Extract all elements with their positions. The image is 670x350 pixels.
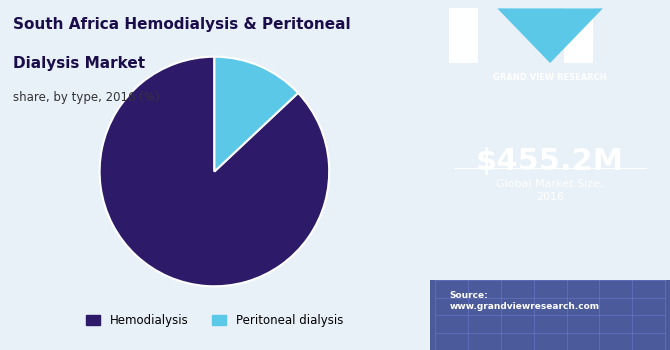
- Wedge shape: [214, 57, 298, 172]
- Polygon shape: [497, 8, 603, 63]
- Text: GRAND VIEW RESEARCH: GRAND VIEW RESEARCH: [493, 74, 607, 83]
- Text: $455.2M: $455.2M: [476, 147, 624, 176]
- Text: South Africa Hemodialysis & Peritoneal: South Africa Hemodialysis & Peritoneal: [13, 18, 351, 33]
- Legend: Hemodialysis, Peritoneal dialysis: Hemodialysis, Peritoneal dialysis: [81, 310, 348, 332]
- Text: Source:
www.grandviewresearch.com: Source: www.grandviewresearch.com: [450, 290, 600, 311]
- Wedge shape: [100, 57, 329, 286]
- Text: Dialysis Market: Dialysis Market: [13, 56, 145, 71]
- FancyBboxPatch shape: [430, 280, 670, 350]
- Text: Global Market Size,
2016: Global Market Size, 2016: [496, 178, 604, 203]
- FancyBboxPatch shape: [564, 8, 593, 63]
- FancyBboxPatch shape: [450, 8, 478, 63]
- Text: share, by type, 2016 (%): share, by type, 2016 (%): [13, 91, 160, 104]
